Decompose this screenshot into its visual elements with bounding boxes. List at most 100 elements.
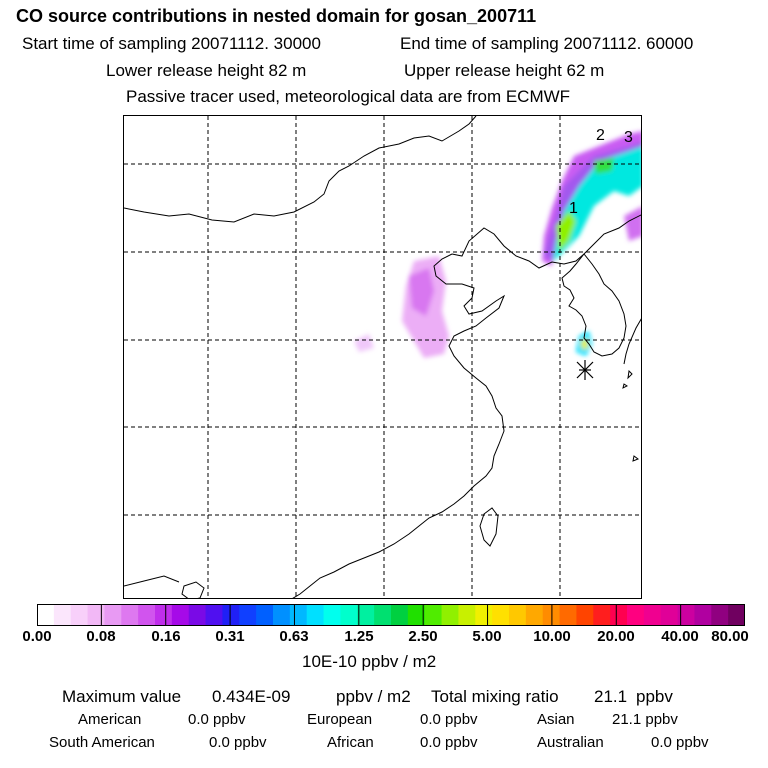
- colorbar-tick: 0.16: [151, 628, 181, 645]
- colorbar-swatch: [357, 604, 375, 626]
- colorbar-swatch: [374, 604, 392, 626]
- asterisk-icon: [576, 360, 594, 380]
- colorbar-swatch: [407, 604, 426, 626]
- colorbar-swatch: [53, 604, 72, 626]
- colorbar-swatch: [643, 604, 662, 626]
- colorbar-swatch: [323, 604, 342, 626]
- source-value-south-american: 0.0 ppbv: [209, 734, 267, 751]
- plume-china-core: [409, 268, 434, 316]
- colorbar-tick: 10.00: [533, 628, 571, 645]
- start-time-label: Start time of sampling 20071112. 30000: [22, 34, 321, 53]
- colorbar-swatch: [155, 604, 173, 626]
- tracer-note-label: Passive tracer used, meteorological data…: [126, 87, 571, 106]
- colorbar: [37, 604, 746, 626]
- mongolia-border: [124, 116, 477, 223]
- map-title: CO source contributions in nested domain…: [16, 6, 537, 26]
- colorbar-tick: 0.31: [215, 628, 245, 645]
- colorbar-swatch: [610, 604, 628, 626]
- colorbar-swatch: [239, 604, 257, 626]
- colorbar-swatch: [104, 604, 122, 626]
- colorbar-swatch: [70, 604, 89, 626]
- colorbar-swatch: [171, 604, 190, 626]
- colorbar-swatch: [677, 604, 696, 626]
- source-value-american: 0.0 ppbv: [188, 711, 246, 728]
- concentration-plumes: [354, 131, 641, 358]
- colorbar-swatch: [458, 604, 476, 626]
- source-name-european: European: [307, 711, 373, 728]
- colorbar-swatch: [492, 604, 510, 626]
- colorbar-svg: [37, 604, 746, 626]
- coastlines: [124, 116, 641, 598]
- korea-peninsula: [561, 253, 627, 357]
- colorbar-tick: 2.50: [408, 628, 438, 645]
- source-value-african: 0.0 ppbv: [420, 734, 478, 751]
- map-panel: 1 2 3: [123, 115, 642, 599]
- colorbar-tick: 0.63: [279, 628, 309, 645]
- colorbar-tick: 0.08: [86, 628, 116, 645]
- colorbar-swatch: [391, 604, 409, 626]
- plume-core-2: [594, 158, 614, 174]
- colorbar-swatch: [711, 604, 729, 626]
- source-value-european: 0.0 ppbv: [420, 711, 478, 728]
- plume-china-west: [354, 334, 374, 352]
- bohai-coast: [292, 253, 506, 598]
- colorbar-tick: 40.00: [661, 628, 699, 645]
- colorbar-tick: 0.00: [22, 628, 52, 645]
- max-value-label: Maximum value: [62, 687, 182, 706]
- colorbar-swatch: [205, 604, 224, 626]
- max-value: 0.434E-09: [212, 687, 291, 706]
- end-time-label: End time of sampling 20071112. 60000: [400, 34, 694, 53]
- colorbar-swatch: [340, 604, 358, 626]
- colorbar-swatch: [475, 604, 493, 626]
- source-name-asian: Asian: [537, 711, 575, 728]
- taiwan: [479, 507, 499, 547]
- colorbar-swatch: [525, 604, 544, 626]
- source-name-african: African: [327, 734, 374, 751]
- upper-release-height-label: Upper release height 62 m: [404, 61, 605, 80]
- colorbar-swatch: [424, 604, 443, 626]
- colorbar-swatch: [660, 604, 679, 626]
- source-name-south-american: South American: [49, 734, 155, 751]
- total-mixing-ratio-label: Total mixing ratio: [431, 687, 559, 706]
- hainan: [181, 581, 205, 598]
- colorbar-swatch: [627, 604, 645, 626]
- map-canvas: 1 2 3: [124, 116, 641, 598]
- lat-lon-grid: [124, 116, 641, 598]
- islands-1: [622, 369, 640, 462]
- colorbar-swatch: [694, 604, 712, 626]
- colorbar-tick: 80.00: [711, 628, 749, 645]
- plume-east-edge: [624, 207, 641, 241]
- source-name-australian: Australian: [537, 734, 604, 751]
- colorbar-swatch: [87, 604, 106, 626]
- colorbar-swatch: [222, 604, 240, 626]
- map-label-1: 1: [569, 200, 578, 217]
- colorbar-swatch: [509, 604, 527, 626]
- colorbar-swatch: [289, 604, 308, 626]
- china-korea-border: [451, 214, 641, 269]
- colorbar-unit: 10E-10 ppbv / m2: [302, 652, 437, 671]
- colorbar-border: [37, 604, 745, 626]
- colorbar-swatch: [273, 604, 291, 626]
- total-mixing-ratio-value: 21.1: [594, 687, 628, 706]
- colorbar-swatch: [576, 604, 594, 626]
- south-china-coast: [124, 575, 180, 587]
- colorbar-swatch: [559, 604, 578, 626]
- colorbar-tick: 1.25: [344, 628, 374, 645]
- plume-northeast-outer: [542, 131, 641, 266]
- colorbar-swatch: [593, 604, 611, 626]
- colorbar-swatch: [306, 604, 325, 626]
- colorbar-swatch: [188, 604, 207, 626]
- total-mixing-ratio-unit: ppbv: [636, 687, 673, 706]
- source-value-australian: 0.0 ppbv: [651, 734, 709, 751]
- colorbar-swatch: [121, 604, 139, 626]
- japan-coast: [623, 318, 641, 365]
- plume-core-1: [556, 211, 576, 251]
- colorbar-tick: 5.00: [472, 628, 502, 645]
- map-label-2: 2: [596, 127, 605, 144]
- source-name-american: American: [78, 711, 142, 728]
- colorbar-tick: 20.00: [597, 628, 635, 645]
- map-label-3: 3: [624, 129, 633, 146]
- colorbar-swatch: [728, 604, 746, 626]
- lower-release-height-label: Lower release height 82 m: [106, 61, 307, 80]
- max-value-unit: ppbv / m2: [336, 687, 411, 706]
